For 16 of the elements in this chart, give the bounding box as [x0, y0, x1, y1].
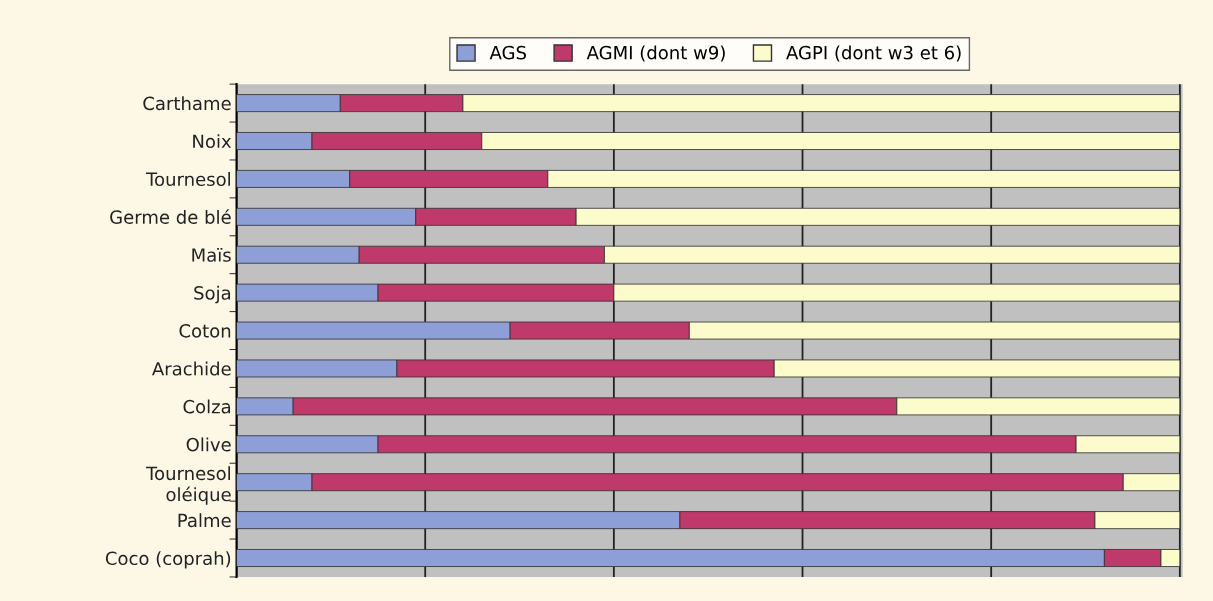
y-tick-label: Coco (coprah) [105, 551, 231, 569]
legend-label: AGPI (dont w3 et 6) [786, 45, 961, 62]
y-tick-label: Olive [186, 437, 231, 452]
y-tick-label: Arachide [152, 361, 231, 376]
y-tick-label: Tournesol [146, 172, 230, 187]
legend-label: AGS [489, 45, 526, 60]
y-tick-label: Colza [183, 399, 231, 414]
y-tick-label: Maïs [192, 247, 231, 262]
y-tick-label: Tournesol oléique [146, 466, 231, 505]
y-tick-label: Coton [179, 324, 231, 338]
legend-label: AGMI (dont w9) [586, 45, 725, 62]
y-tick-label: Palme [178, 513, 231, 528]
y-tick-label: Soja [194, 285, 231, 304]
y-tick-label: Germe de blé [110, 209, 231, 224]
y-tick-label: Carthame [143, 96, 231, 111]
y-tick-label: Noix [193, 134, 232, 149]
